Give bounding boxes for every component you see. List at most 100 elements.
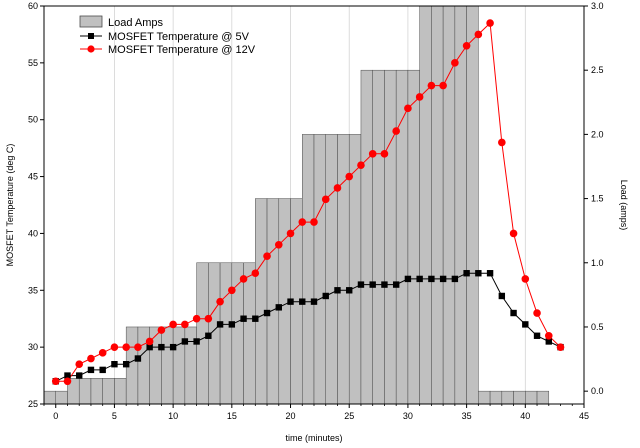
point-5v	[64, 372, 71, 379]
point-5v	[463, 270, 470, 277]
point-12v	[216, 297, 224, 306]
x-tick-label: 0	[53, 411, 58, 421]
legend-load-amps-label: Load Amps	[108, 17, 164, 29]
point-5v	[228, 321, 236, 328]
axis-ticks: 0 5 10 15 20 25 30 35 40 45 25 30 35 40 45 50 55 60 0.0 0.5…	[28, 1, 604, 421]
point-12v	[310, 218, 318, 226]
point-12v	[192, 314, 201, 323]
y-left-tick-label: 45	[28, 172, 38, 182]
point-12v	[98, 349, 107, 357]
point-5v	[122, 361, 130, 368]
load-amps-bar	[313, 134, 326, 405]
point-12v	[321, 195, 330, 204]
point-12v	[87, 354, 95, 363]
point-12v	[380, 150, 389, 158]
load-amps-bar	[536, 390, 550, 405]
point-12v	[462, 42, 471, 50]
point-5v	[334, 287, 341, 294]
x-axis-title: time (minutes)	[285, 433, 342, 443]
point-5v	[357, 281, 365, 288]
load-amps-bar	[372, 69, 385, 405]
y-left-tick-label: 25	[28, 399, 38, 409]
point-12v	[415, 93, 424, 101]
load-amps-bar	[501, 390, 514, 405]
y-right-tick-label: 1.5	[591, 194, 604, 204]
point-12v	[157, 326, 166, 334]
load-amps-bar	[302, 134, 315, 405]
y-left-tick-label: 60	[28, 1, 38, 11]
legend-12v-marker	[87, 45, 95, 53]
y-left-tick-label: 55	[28, 58, 38, 68]
load-amps-bar	[78, 378, 92, 405]
point-12v	[169, 320, 177, 329]
x-tick-label: 35	[462, 411, 472, 421]
x-tick-label: 20	[286, 411, 296, 421]
y-right-tick-label: 3.0	[591, 1, 604, 11]
load-amps-bar	[384, 69, 397, 405]
load-amps-bar	[419, 5, 432, 405]
load-amps-bar	[466, 5, 479, 405]
point-5v	[369, 281, 376, 288]
load-amps-bars	[43, 5, 550, 405]
point-12v	[263, 252, 271, 260]
x-tick-label: 25	[344, 411, 354, 421]
y-right-tick-label: 1.0	[591, 258, 604, 268]
point-5v	[216, 321, 224, 328]
point-5v	[381, 281, 388, 288]
point-12v	[134, 343, 142, 351]
y-left-tick-label: 50	[28, 115, 38, 125]
point-5v	[252, 315, 259, 322]
point-12v	[286, 229, 295, 238]
x-tick-label: 40	[520, 411, 530, 421]
legend-5v-marker	[88, 33, 94, 39]
point-12v	[51, 377, 60, 386]
point-12v	[544, 331, 553, 340]
point-12v	[251, 269, 260, 278]
point-5v	[134, 355, 142, 362]
point-12v	[556, 343, 565, 351]
point-5v	[545, 338, 552, 345]
y-left-axis-title: MOSFET Temperature (deg C)	[5, 144, 15, 267]
point-5v	[299, 298, 306, 305]
y-right-tick-label: 0.0	[591, 386, 604, 396]
load-amps-bar	[360, 69, 373, 405]
load-amps-bar	[55, 390, 68, 405]
point-12v	[368, 150, 377, 158]
point-5v	[416, 275, 423, 283]
point-12v	[357, 161, 365, 169]
point-12v	[427, 81, 436, 90]
point-5v	[439, 275, 447, 283]
legend: Load Amps MOSFET Temperature @ 5V MOSFET…	[79, 15, 256, 56]
point-12v	[110, 343, 119, 351]
temperature-markers	[51, 19, 565, 386]
x-tick-label: 5	[112, 411, 117, 421]
point-5v	[275, 304, 282, 311]
point-5v	[428, 275, 435, 283]
point-5v	[451, 275, 459, 283]
point-5v	[158, 343, 165, 351]
y-left-tick-label: 40	[28, 228, 38, 238]
y-right-axis-title: Load (amps)	[619, 180, 629, 231]
point-12v	[486, 19, 494, 27]
point-5v	[510, 309, 517, 317]
point-5v	[287, 298, 294, 305]
point-12v	[533, 309, 541, 317]
point-5v	[392, 281, 400, 288]
point-5v	[404, 275, 412, 283]
y-right-tick-label: 2.0	[591, 129, 604, 139]
x-tick-label: 30	[403, 411, 413, 421]
point-5v	[193, 338, 200, 345]
point-5v	[475, 270, 482, 277]
load-amps-bar	[431, 5, 444, 405]
y-left-tick-label: 35	[28, 285, 38, 295]
legend-bar-swatch	[79, 15, 103, 28]
point-5v	[486, 270, 494, 277]
point-5v	[99, 366, 106, 374]
point-5v	[76, 372, 83, 379]
load-amps-bar	[255, 198, 268, 405]
point-12v	[274, 241, 283, 249]
load-amps-bar	[325, 134, 338, 405]
point-5v	[263, 309, 271, 317]
load-amps-bar	[489, 390, 503, 405]
